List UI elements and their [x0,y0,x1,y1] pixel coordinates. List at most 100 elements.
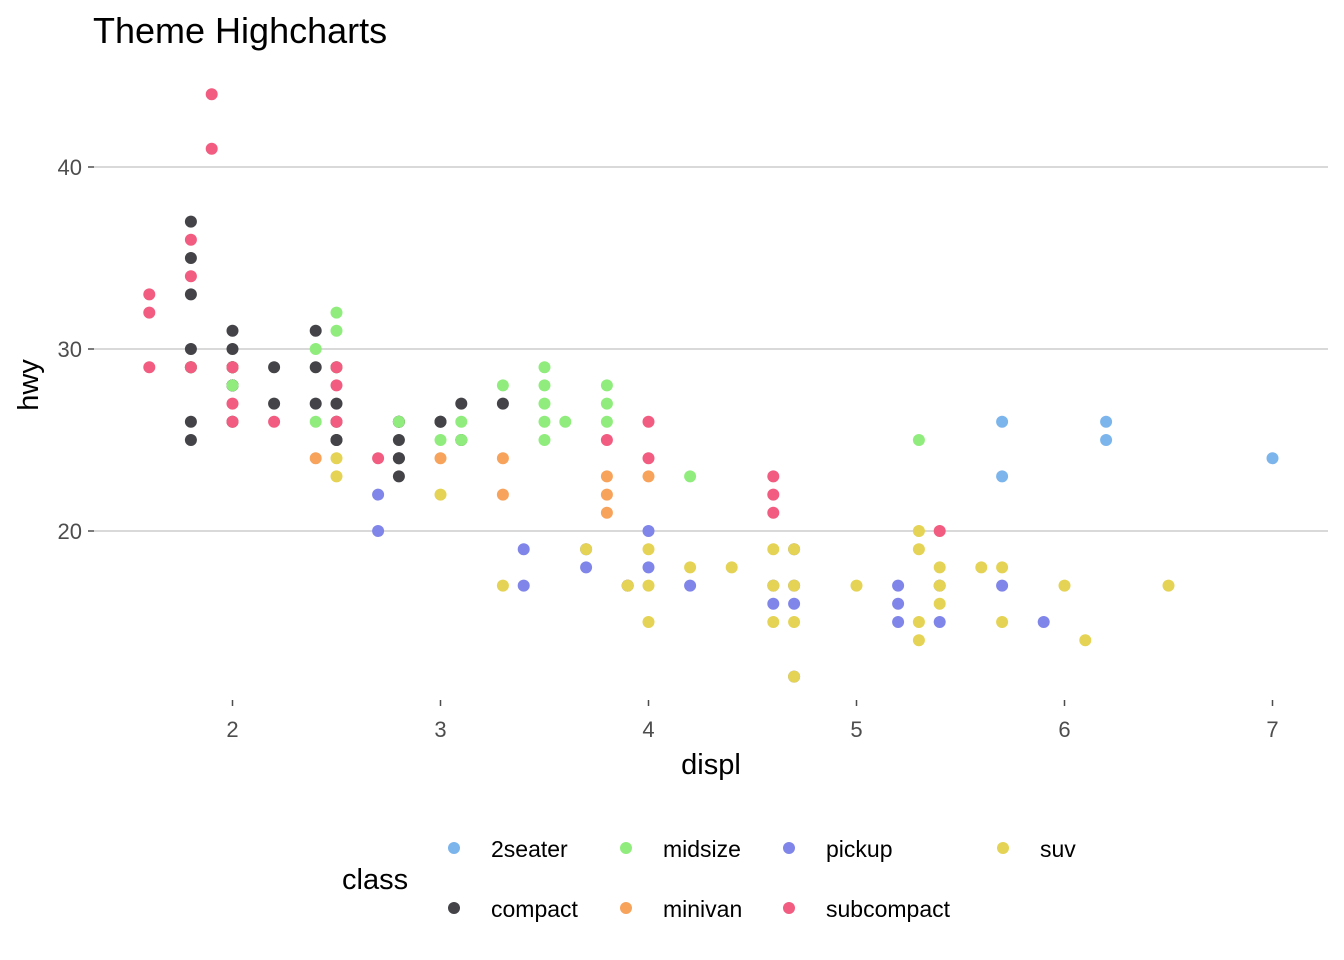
data-point [600,488,613,501]
data-point [933,525,946,537]
legend-key [620,842,632,854]
data-point [600,506,613,519]
data-point [788,543,801,556]
data-point [996,561,1009,574]
legend-key [448,902,460,914]
data-point [912,525,925,537]
data-point [205,142,218,155]
data-point [538,434,551,446]
data-point [184,434,197,446]
data-point [309,415,322,428]
data-point [184,215,197,228]
data-point [309,343,322,355]
x-tick-label: 7 [1266,717,1278,742]
data-point [788,670,801,683]
data-point [621,579,634,592]
data-point [455,415,468,428]
data-point [996,616,1009,628]
data-point [725,561,738,574]
data-point [496,452,509,465]
data-point [1100,415,1113,428]
legend-key [448,842,460,854]
data-point [642,616,655,628]
data-point [455,434,468,446]
series-suv [330,452,1175,683]
data-point [268,361,281,374]
data-point [767,506,780,519]
data-point [538,415,551,428]
data-point [600,434,613,446]
data-point [767,616,780,628]
data-point [538,361,551,374]
data-point [309,452,322,465]
data-point [767,488,780,501]
data-point [372,452,385,465]
data-point [517,579,530,592]
data-point [434,434,447,446]
data-point [684,579,697,592]
y-tick-label: 30 [58,337,82,362]
data-point [684,561,697,574]
data-point [372,525,385,537]
y-axis-title: hwy [13,359,45,411]
data-point [226,379,239,392]
data-point [330,470,343,483]
data-point [933,579,946,592]
data-point [1266,452,1279,465]
legend-item-2seater: 2seater [448,836,568,862]
x-tick-label: 6 [1058,717,1070,742]
data-point [1058,579,1071,592]
data-point [684,470,697,483]
x-tick-label: 2 [226,717,238,742]
data-point [600,415,613,428]
data-point [642,470,655,483]
x-tick-label: 5 [850,717,862,742]
data-point [933,561,946,574]
legend: class 2seater compact midsize minivan pickup… [342,836,1076,922]
data-point [184,233,197,246]
data-point [392,434,405,446]
legend-key [783,842,795,854]
data-point [996,470,1009,483]
data-point [184,288,197,301]
legend-item-suv: suv [997,836,1076,862]
data-point [226,397,239,410]
legend-item-compact: compact [448,896,579,922]
data-point [767,543,780,556]
legend-key [783,902,795,914]
data-point [226,343,239,355]
series-minivan [309,452,655,592]
data-point [1162,579,1175,592]
data-point [580,561,593,574]
data-point [642,415,655,428]
data-point [392,470,405,483]
legend-label: suv [1040,836,1076,862]
data-point [143,288,156,301]
y-tick-label: 40 [58,155,82,180]
data-point [496,488,509,501]
data-point [309,361,322,374]
data-point [912,434,925,446]
data-point [268,397,281,410]
data-point [226,415,239,428]
legend-label: minivan [663,896,742,922]
x-axis-title: displ [681,749,741,781]
data-point [642,543,655,556]
data-point [600,470,613,483]
data-point [496,579,509,592]
data-point [559,415,572,428]
data-point [330,306,343,319]
data-point [600,397,613,410]
data-point [517,543,530,556]
data-point [850,579,863,592]
data-point [892,597,905,610]
legend-item-midsize: midsize [620,836,741,862]
legend-title: class [342,864,408,896]
data-point [912,634,925,647]
data-point [642,561,655,574]
points-layer [143,88,1279,683]
data-point [538,379,551,392]
data-point [309,397,322,410]
data-point [330,379,343,392]
